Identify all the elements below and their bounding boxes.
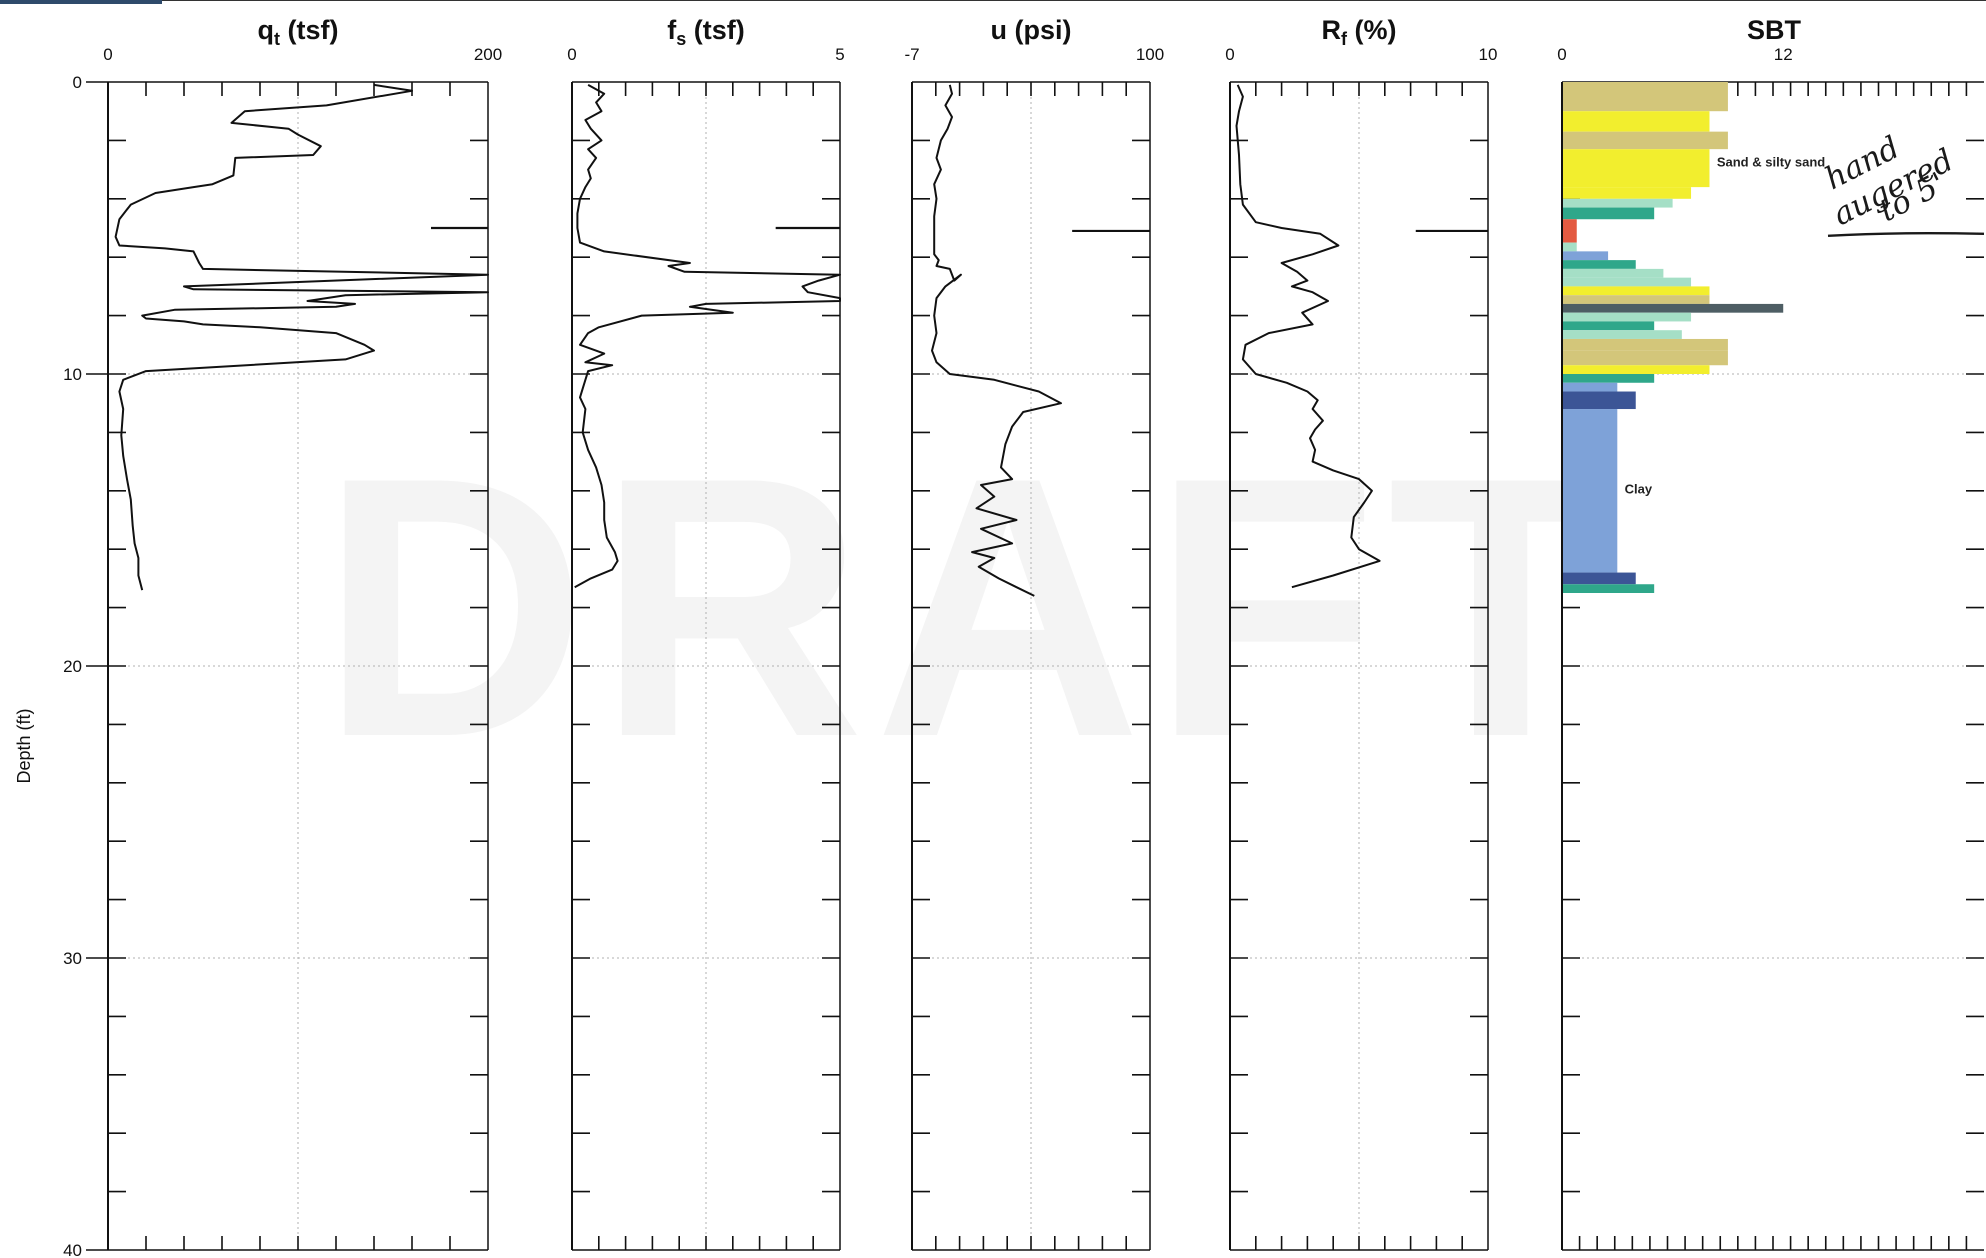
panel-title-u: u (psi): [991, 15, 1072, 45]
sbt-layer-14: [1563, 295, 1710, 304]
sbt-layer-8: [1563, 242, 1577, 252]
series-line-u: [931, 84, 1062, 597]
y-tick-label-40: 40: [63, 1241, 82, 1258]
y-tick-label-10: 10: [63, 365, 82, 384]
sbt-layer-18: [1563, 330, 1682, 339]
panel-title-tail-fs: (tsf): [686, 15, 744, 45]
sbt-layer-23: [1563, 382, 1618, 392]
x-tick-label-rf-max: 10: [1479, 45, 1498, 64]
sbt-layer-0: [1563, 82, 1728, 112]
sbt-layer-16: [1563, 312, 1692, 322]
series-line-qt: [114, 83, 489, 591]
sbt-layer-26: [1563, 572, 1636, 585]
sbt-label-1: Clay: [1625, 482, 1653, 497]
panel-title-sub-qt: t: [274, 29, 280, 49]
panel-title-fs: fs (tsf): [667, 15, 745, 49]
sbt-layer-20: [1563, 350, 1728, 366]
draft-watermark: DRAFT: [320, 401, 1624, 814]
sbt-layer-21: [1563, 365, 1710, 374]
sbt-layer-7: [1563, 219, 1577, 243]
x-tick-label-sbt-12: 12: [1774, 45, 1793, 64]
sbt-layer-22: [1563, 374, 1655, 383]
y-tick-label-30: 30: [63, 949, 82, 968]
x-tick-label-rf-min: 0: [1225, 45, 1234, 64]
sbt-label-0: Sand & silty sand: [1717, 155, 1825, 170]
panel-title-rf: Rf (%): [1322, 15, 1397, 49]
sbt-layer-19: [1563, 338, 1728, 351]
handwritten-annotation: hand augered to 5': [1819, 130, 1959, 234]
panel-title-qt: qt (tsf): [258, 15, 339, 49]
sbt-layer-11: [1563, 268, 1664, 278]
series-line-fs: [574, 84, 841, 589]
panel-u: u (psi) -7 100: [904, 15, 1164, 1251]
x-tick-label-qt-max: 200: [474, 45, 502, 64]
panel-title-sub-fs: s: [676, 29, 686, 49]
sbt-layer-5: [1563, 198, 1673, 208]
x-tick-label-u-min: -7: [904, 45, 919, 64]
y-axis-label: Depth (ft): [14, 708, 34, 783]
annotation-underline: [1827, 232, 1985, 238]
panel-title-sub-rf: f: [1341, 29, 1348, 49]
sbt-layer-9: [1563, 251, 1609, 261]
y-tick-label-20: 20: [63, 657, 82, 676]
sbt-layer-24: [1563, 391, 1636, 410]
panel-title-tail-qt: (tsf): [280, 15, 338, 45]
panel-sbt: SBT 0 12 Sand & silty sand Clay: [1557, 15, 1985, 1251]
sbt-layer-2: [1563, 131, 1728, 150]
x-tick-label-fs-min: 0: [567, 45, 576, 64]
panel-qt: qt (tsf) 0 200 0 10 20 30 40 Depth (ft): [14, 15, 502, 1258]
sbt-layer-15: [1563, 303, 1784, 313]
x-tick-label-qt-min: 0: [103, 45, 112, 64]
series-line-rf: [1235, 84, 1381, 589]
sbt-layer-3: [1563, 149, 1710, 188]
x-tick-label-fs-max: 5: [835, 45, 844, 64]
top-rule: [0, 0, 1986, 6]
sbt-layer-27: [1563, 584, 1655, 593]
panel-title-tail-rf: (%): [1347, 15, 1397, 45]
x-tick-label-u-max: 100: [1136, 45, 1164, 64]
sbt-layer-10: [1563, 260, 1636, 269]
sbt-layer-25: [1563, 409, 1618, 573]
sbt-layer-12: [1563, 277, 1692, 287]
y-tick-label-0: 0: [73, 73, 82, 92]
panel-rf: Rf (%) 0 10: [1225, 15, 1498, 1251]
sbt-layer-1: [1563, 111, 1710, 132]
top-tab: [0, 0, 162, 4]
panel-fs: fs (tsf) 0 5: [567, 15, 845, 1251]
sbt-layer-17: [1563, 321, 1655, 331]
x-tick-label-sbt-0: 0: [1557, 45, 1566, 64]
panel-title-sbt: SBT: [1747, 15, 1802, 45]
sbt-layer-13: [1563, 286, 1710, 296]
sbt-layer-6: [1563, 207, 1655, 220]
sbt-layer-4: [1563, 187, 1692, 199]
